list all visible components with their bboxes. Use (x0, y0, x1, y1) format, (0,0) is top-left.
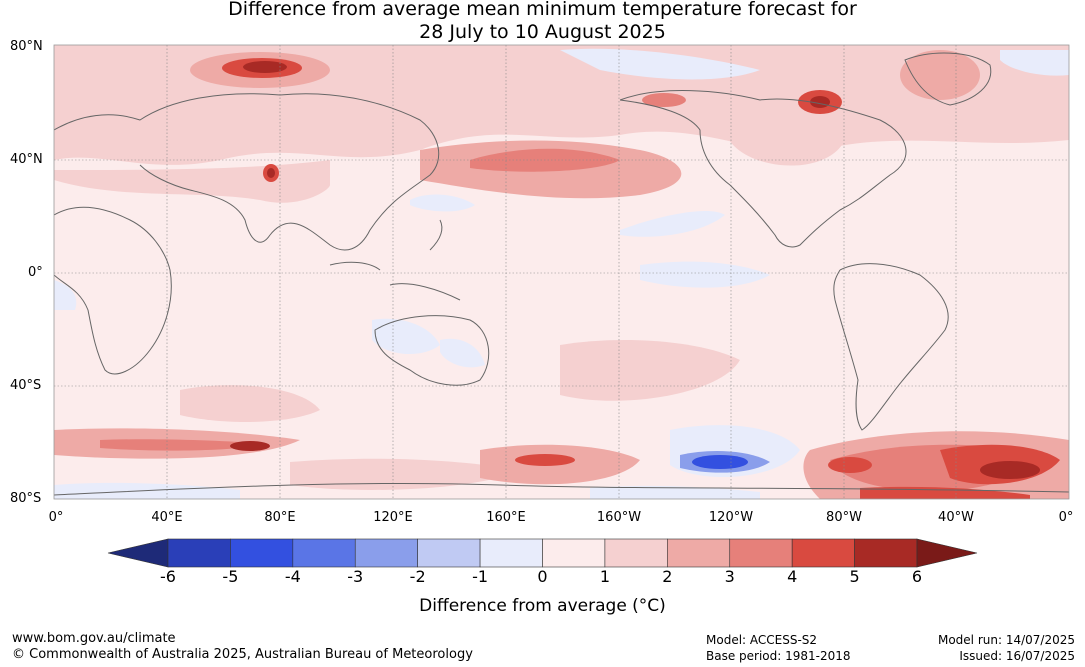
colorbar-tick-label: 5 (849, 567, 860, 586)
colorbar-extend-high (916, 538, 978, 568)
colorbar-tick-label: -6 (160, 567, 176, 586)
colorbar-tick-label: -1 (472, 567, 489, 586)
colorbar-tick-label: 2 (662, 567, 673, 586)
colorbar-tick-label: 0 (537, 567, 548, 586)
lon-label-40e: 40°E (151, 510, 183, 525)
colorbar-segment (292, 538, 356, 568)
footer-copyright: © Commonwealth of Australia 2025, Austra… (12, 647, 473, 662)
lon-label-160e: 160°E (486, 510, 526, 525)
chart-title-line2: 28 July to 10 August 2025 (419, 21, 666, 43)
forecast-map (53, 44, 1070, 500)
lat-label-40s: 40°S (10, 378, 42, 393)
colorbar-segment (354, 538, 418, 568)
colorbar-tick-label: 6 (911, 567, 923, 586)
footer-base-period: Base period: 1981-2018 (706, 649, 851, 663)
colorbar-segment (167, 538, 231, 568)
lat-label-80s: 80°S (10, 491, 42, 506)
lon-label-80e: 80°E (264, 510, 296, 525)
lon-label-0-right: 0° (1058, 510, 1074, 525)
anomaly-field (54, 45, 1069, 499)
lat-label-40n: 40°N (10, 152, 43, 167)
lat-label-equator: 0° (28, 265, 43, 280)
lat-label-80n: 80°N (10, 39, 43, 54)
colorbar-segment (729, 538, 793, 568)
colorbar-tick-label: -4 (284, 567, 301, 586)
colorbar-tick-label: 1 (599, 567, 610, 586)
lon-label-120e: 120°E (373, 510, 413, 525)
colorbar-label: Difference from average (°C) (419, 596, 666, 616)
footer-issued: Issued: 16/07/2025 (959, 649, 1075, 663)
colorbar-segment (604, 538, 668, 568)
colorbar (107, 538, 978, 568)
colorbar-segment (479, 538, 543, 568)
lon-label-40w: 40°W (938, 510, 974, 525)
lon-label-120w: 120°W (708, 510, 754, 525)
footer-left: www.bom.gov.au/climate © Commonwealth of… (12, 631, 473, 663)
colorbar-segment (542, 538, 606, 568)
footer-model-info: Model: ACCESS-S2 Base period: 1981-2018 (706, 632, 851, 664)
colorbar-segment (791, 538, 855, 568)
colorbar-segment (854, 538, 918, 568)
colorbar-tick-label: -5 (222, 567, 239, 586)
lon-label-0: 0° (48, 510, 64, 525)
colorbar-tick-label: 4 (787, 567, 798, 586)
coastlines (54, 52, 1069, 496)
lon-label-160w: 160°W (596, 510, 642, 525)
colorbar-tick-label: -3 (347, 567, 364, 586)
colorbar-extend-low (107, 538, 169, 568)
footer-dates: Model run: 14/07/2025 Issued: 16/07/2025 (938, 632, 1075, 664)
footer-model: Model: ACCESS-S2 (706, 633, 818, 647)
colorbar-tick-label: -2 (409, 567, 426, 586)
colorbar-segment (417, 538, 481, 568)
chart-title-line1: Difference from average mean minimum tem… (228, 0, 857, 20)
colorbar-segment (667, 538, 731, 568)
footer-model-run: Model run: 14/07/2025 (937, 633, 1075, 647)
lon-label-80w: 80°W (826, 510, 862, 525)
colorbar-segment (230, 538, 294, 568)
colorbar-tick-label: 3 (724, 567, 735, 586)
footer-url: www.bom.gov.au/climate (12, 631, 176, 646)
